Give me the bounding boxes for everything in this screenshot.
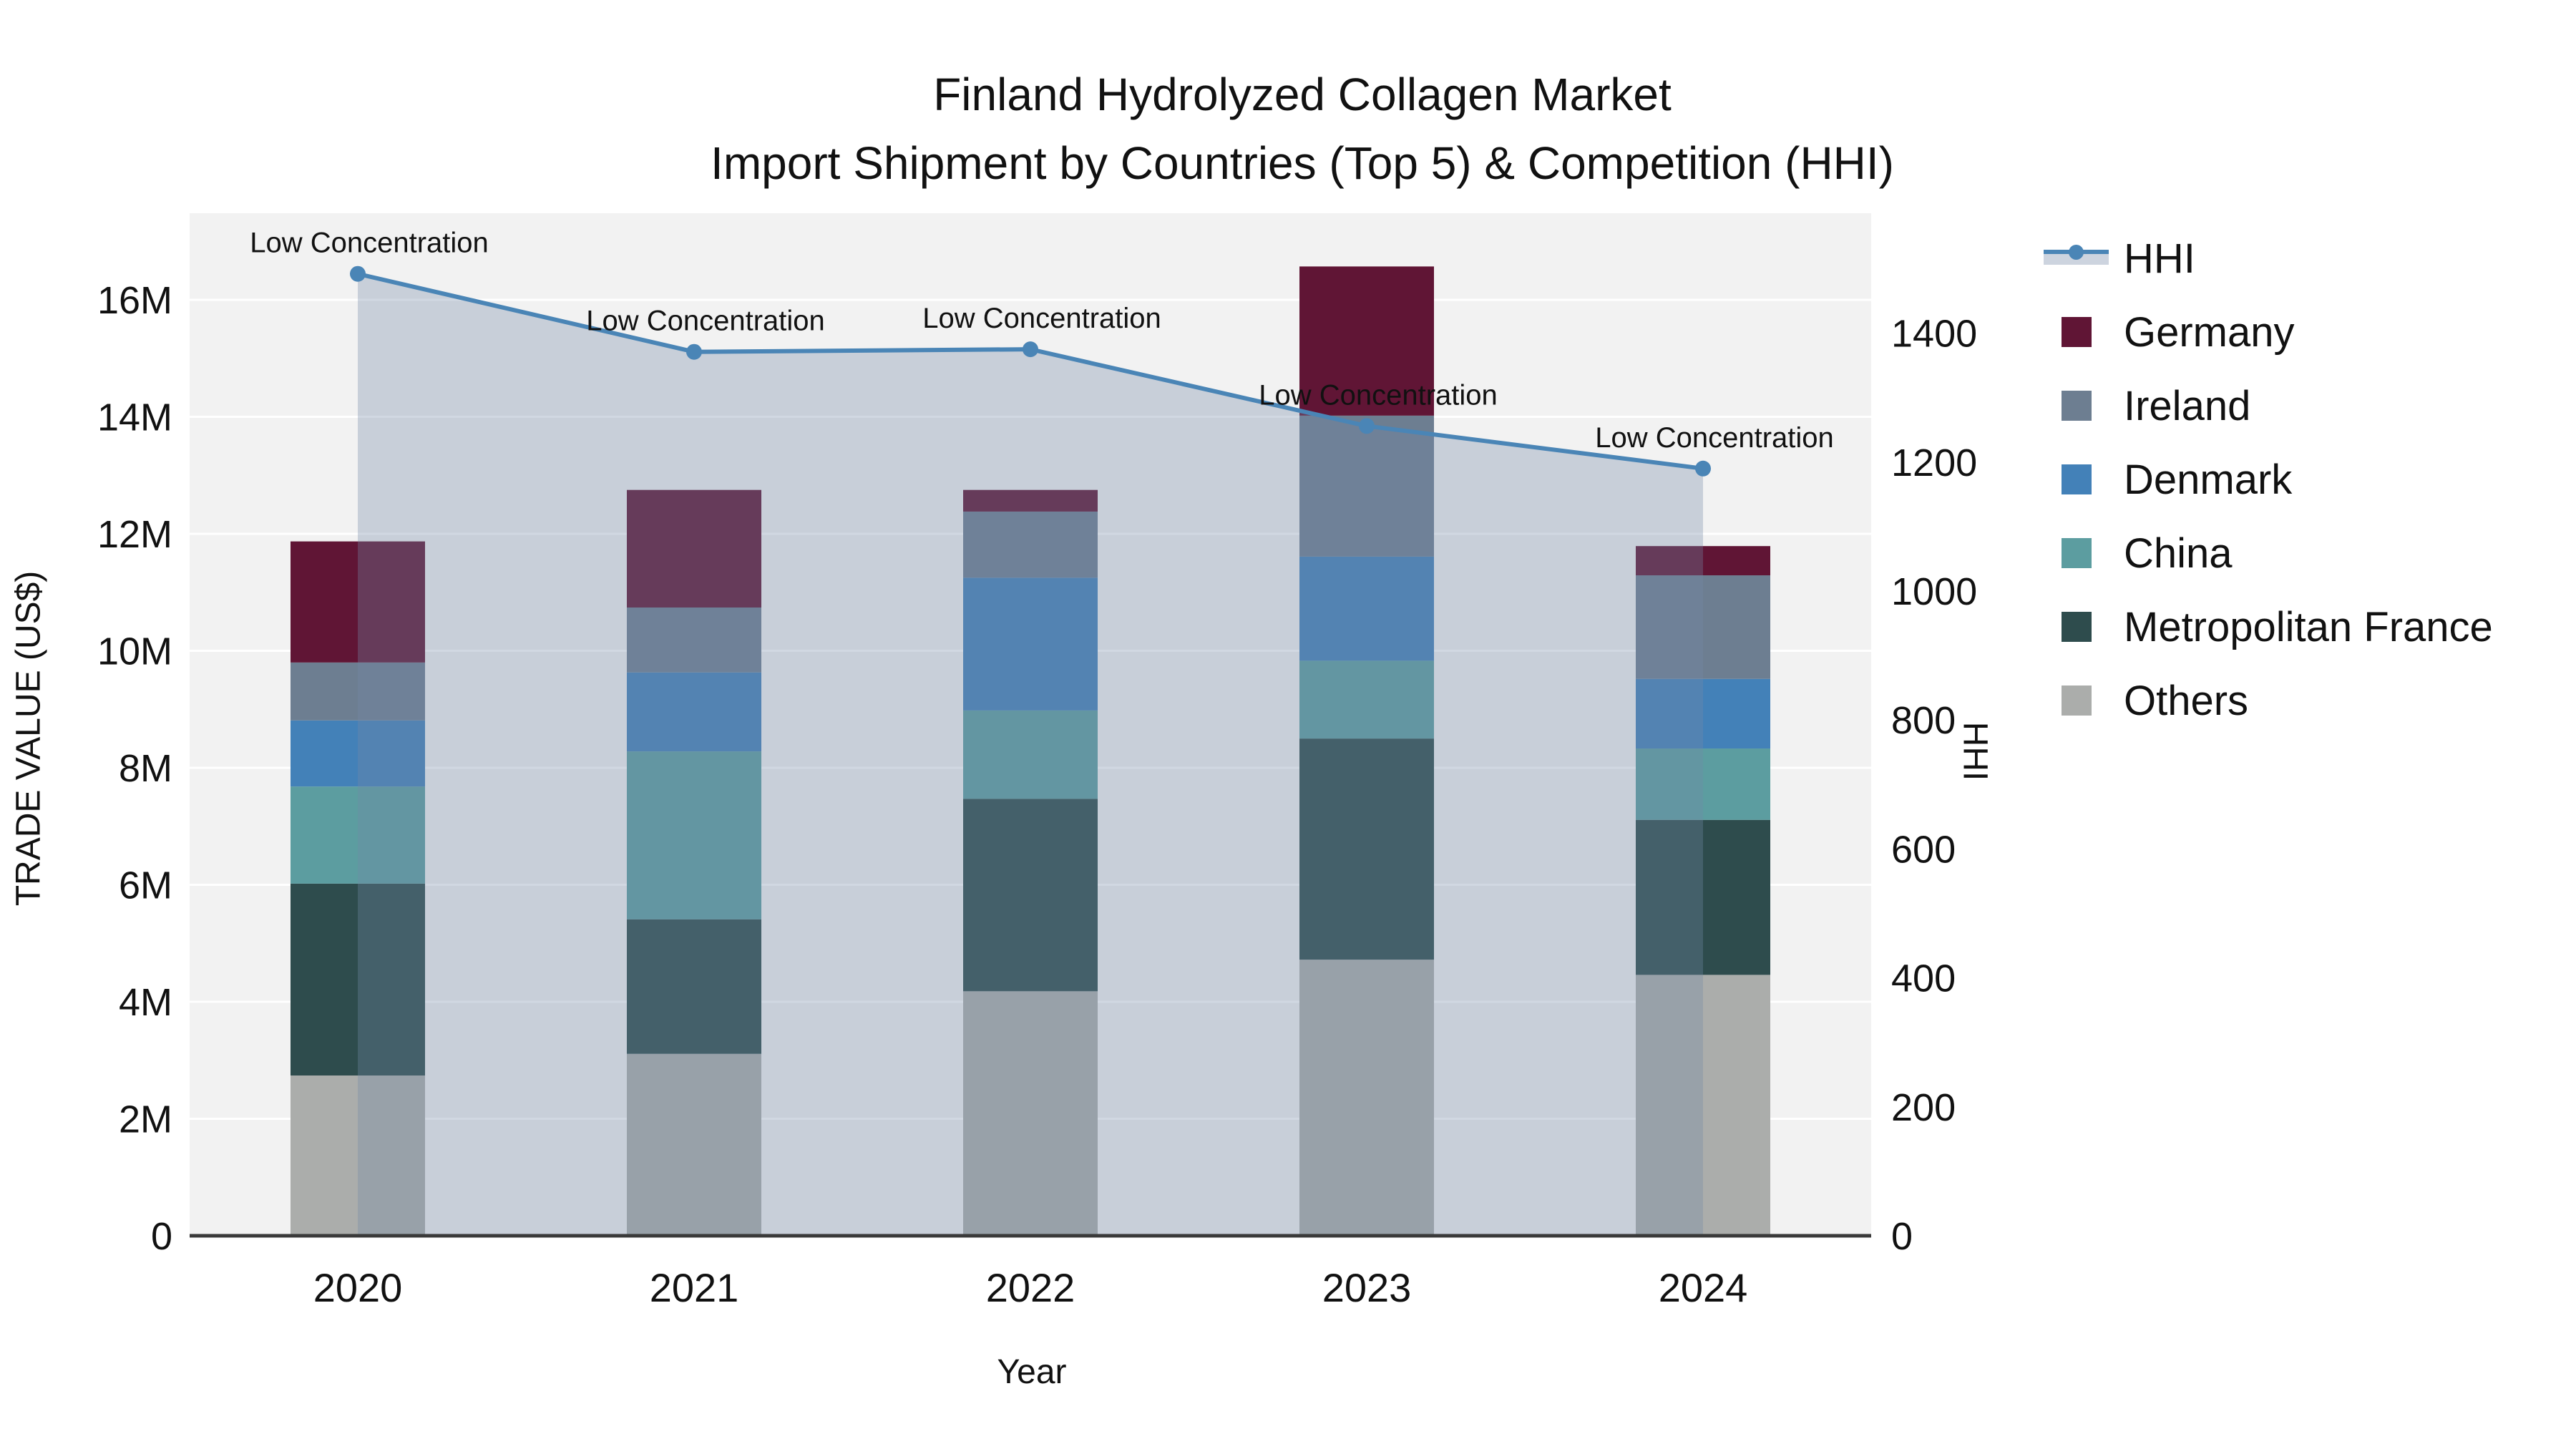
x-tick-label-2021: 2021 — [650, 1265, 739, 1310]
bar-segment-china — [1636, 748, 1770, 820]
legend-item-metropolitan-france: Metropolitan France — [2044, 602, 2493, 652]
legend-swatch-metropolitan-france — [2061, 612, 2092, 642]
legend-swatch-col — [2044, 612, 2109, 642]
x-tick-label-2022: 2022 — [986, 1265, 1075, 1310]
chart-title-line2: Import Shipment by Countries (Top 5) & C… — [711, 137, 1894, 189]
y-left-tick-label: 14M — [97, 396, 172, 439]
legend-swatch-col — [2044, 391, 2109, 421]
bar-segment-metropolitan-france — [1299, 738, 1434, 960]
x-tick-label-2023: 2023 — [1322, 1265, 1412, 1310]
y-left-tick-label: 6M — [119, 864, 172, 907]
legend-item-denmark: Denmark — [2044, 454, 2493, 504]
legend-label: Metropolitan France — [2124, 603, 2493, 650]
bar-segment-others — [1636, 975, 1770, 1236]
legend-swatch-col — [2044, 686, 2109, 716]
legend-item-hhi: HHI — [2044, 233, 2493, 283]
legend-item-ireland: Ireland — [2044, 381, 2493, 431]
hhi-line-marker-icon — [2044, 243, 2109, 274]
bar-segment-metropolitan-france — [627, 919, 761, 1054]
y-right-tick-label: 800 — [1891, 699, 1956, 742]
legend-label: China — [2124, 530, 2233, 577]
bar-segment-germany — [291, 541, 425, 663]
bar-segment-others — [963, 991, 1098, 1236]
legend: HHI Germany Ireland Denmark China Metropolita… — [2044, 233, 2493, 749]
legend-label: HHI — [2124, 235, 2195, 282]
bar-segment-ireland — [1636, 575, 1770, 679]
y-left-tick-label: 4M — [119, 981, 172, 1024]
y-right-tick-label: 600 — [1891, 828, 1956, 871]
bar-segment-china — [963, 710, 1098, 799]
hhi-area-fill — [358, 273, 1703, 1236]
legend-label: Others — [2124, 677, 2249, 724]
legend-swatch-denmark — [2061, 464, 2092, 494]
bar-segment-others — [291, 1075, 425, 1236]
legend-item-germany: Germany — [2044, 307, 2493, 357]
legend-item-others: Others — [2044, 675, 2493, 726]
y-right-tick-label: 0 — [1891, 1215, 1913, 1258]
bar-segment-metropolitan-france — [963, 799, 1098, 992]
hhi-dot-shape — [2069, 245, 2084, 260]
bar-segment-denmark — [1299, 556, 1434, 661]
bar-segment-china — [1299, 660, 1434, 739]
bar-segment-metropolitan-france — [1636, 819, 1770, 975]
legend-label: Ireland — [2124, 382, 2251, 429]
y-left-tick-label: 0 — [151, 1215, 172, 1258]
y-right-tick-label: 1200 — [1891, 441, 1977, 484]
x-tick-label-2024: 2024 — [1659, 1265, 1748, 1310]
bar-segment-china — [291, 786, 425, 884]
bar-segment-germany — [627, 489, 761, 608]
hhi-point-2020 — [350, 265, 366, 282]
bar-segment-germany — [963, 489, 1098, 512]
hhi-point-2024 — [1695, 460, 1711, 477]
x-axis-title: Year — [997, 1353, 1067, 1391]
legend-swatch-others — [2061, 686, 2092, 716]
bar-segment-ireland — [627, 607, 761, 673]
legend-swatch-col — [2044, 538, 2109, 568]
bar-segment-others — [627, 1053, 761, 1236]
bar-segment-denmark — [627, 672, 761, 752]
bar-segment-germany — [1636, 546, 1770, 576]
hhi-legend-glyph — [2044, 243, 2109, 274]
y-right-tick-label: 1400 — [1891, 313, 1977, 356]
legend-swatch-ireland — [2061, 391, 2092, 421]
bar-segment-denmark — [1636, 678, 1770, 749]
y-right-tick-label: 400 — [1891, 957, 1956, 1000]
bar-segment-denmark — [963, 577, 1098, 711]
bar-segment-denmark — [291, 720, 425, 787]
y-right-tick-label: 200 — [1891, 1086, 1956, 1129]
legend-label: Denmark — [2124, 456, 2293, 503]
bar-segment-ireland — [963, 511, 1098, 578]
annotation-2021: Low Concentration — [586, 306, 825, 337]
y-left-tick-label: 16M — [97, 279, 172, 322]
annotation-2020: Low Concentration — [250, 228, 489, 259]
hhi-point-2023 — [1359, 418, 1375, 434]
legend-swatch-col — [2044, 317, 2109, 347]
legend-swatch-china — [2061, 538, 2092, 568]
bar-segment-ireland — [1299, 415, 1434, 557]
chart-title-line1: Finland Hydrolyzed Collagen Market — [933, 69, 1672, 120]
x-tick-label-2020: 2020 — [313, 1265, 403, 1310]
bar-segment-others — [1299, 960, 1434, 1236]
y-left-tick-label: 2M — [119, 1098, 172, 1141]
annotation-2022: Low Concentration — [922, 303, 1161, 334]
legend-item-china: China — [2044, 528, 2493, 578]
hhi-point-2022 — [1023, 341, 1038, 358]
bar-segment-germany — [1299, 266, 1434, 416]
annotation-2023: Low Concentration — [1259, 379, 1498, 411]
bar-segment-ireland — [291, 662, 425, 721]
y-left-tick-label: 12M — [97, 513, 172, 556]
y-right-tick-label: 1000 — [1891, 570, 1977, 613]
annotation-2024: Low Concentration — [1595, 422, 1834, 454]
y-left-tick-label: 10M — [97, 630, 172, 673]
bar-segment-china — [627, 751, 761, 919]
y-left-tick-label: 8M — [119, 747, 172, 790]
bar-segment-metropolitan-france — [291, 883, 425, 1076]
legend-swatch-col — [2044, 464, 2109, 494]
hhi-point-2021 — [686, 343, 702, 360]
legend-label: Germany — [2124, 308, 2295, 356]
legend-swatch-germany — [2061, 317, 2092, 347]
